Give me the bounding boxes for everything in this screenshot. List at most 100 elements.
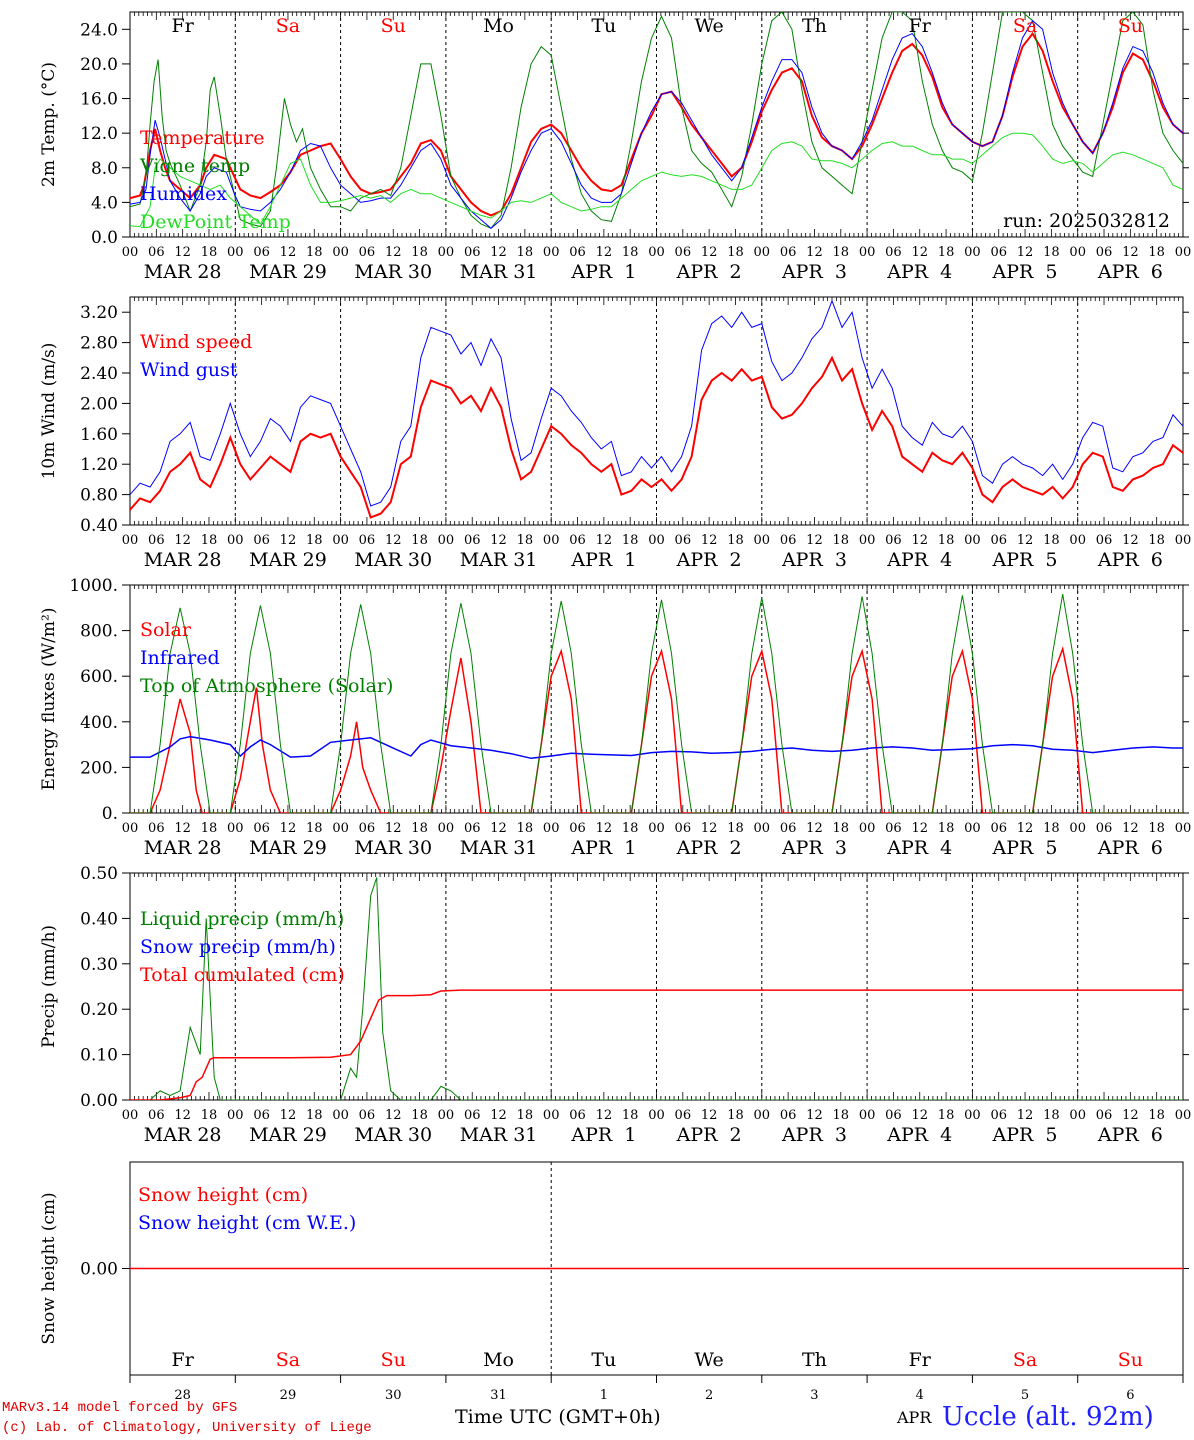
date-label: APR 2 [676,1124,742,1146]
date-label: MAR 30 [354,1124,432,1146]
lab-credit: (c) Lab. of Climatology, University of L… [2,1420,372,1436]
hour-tick-label: 12 [806,245,823,260]
date-label: MAR 29 [249,837,327,859]
hour-tick-label: 00 [227,1108,244,1123]
date-label: APR 6 [1097,261,1163,283]
hour-tick-label: 00 [859,533,876,548]
date-label: APR 5 [992,261,1058,283]
hour-tick-label: 12 [806,1108,823,1123]
hour-tick-label: 18 [517,533,534,548]
hour-tick-label: 12 [174,245,191,260]
hour-tick-label: 12 [806,533,823,548]
y-tick-label: 1000. [69,576,118,596]
hour-tick-label: 00 [754,245,771,260]
hour-tick-label: 00 [332,1108,349,1123]
hour-tick-label: 12 [1017,245,1034,260]
hour-tick-label: 12 [701,533,718,548]
hour-tick-label: 18 [411,821,428,836]
hour-tick-label: 06 [780,1108,797,1123]
date-label: APR 2 [676,549,742,571]
hour-tick-label: 00 [122,533,139,548]
hour-tick-label: 12 [280,533,297,548]
weekday-label: Su [1118,15,1143,37]
y-axis-title: Energy fluxes (W/m²) [39,608,59,791]
hour-tick-label: 18 [727,821,744,836]
hour-tick-label: 12 [490,1108,507,1123]
hour-tick-label: 12 [1017,821,1034,836]
hour-tick-label: 12 [385,245,402,260]
x-minor-ticks [129,297,1184,525]
hour-tick-label: 00 [122,821,139,836]
date-label: MAR 30 [354,549,432,571]
date-label: MAR 31 [460,837,538,859]
hour-tick-label: 18 [938,1108,955,1123]
hour-tick-label: 18 [1148,245,1165,260]
date-label: APR 6 [1097,549,1163,571]
hour-tick-label: 00 [543,1108,560,1123]
y-axis-title: Precip (mm/h) [39,925,59,1048]
hour-tick-label: 06 [675,245,692,260]
hour-tick-label: 06 [148,533,165,548]
legend-entry: Wind gust [140,359,238,381]
hour-tick-label: 18 [306,821,323,836]
y-tick-label: 2.40 [80,364,118,384]
hour-tick-label: 00 [543,533,560,548]
hour-tick-label: 12 [911,821,928,836]
hour-tick-label: 12 [1122,1108,1139,1123]
hour-tick-label: 12 [596,245,613,260]
hour-tick-label: 12 [385,533,402,548]
hour-tick-label: 12 [806,821,823,836]
hour-tick-label: 18 [833,1108,850,1123]
hour-tick-label: 12 [911,1108,928,1123]
hour-tick-label: 18 [306,1108,323,1123]
date-label: MAR 30 [354,837,432,859]
legend-entry: DewPoint Temp [140,211,291,233]
hour-tick-label: 06 [464,245,481,260]
hour-tick-label: 06 [1096,821,1113,836]
date-label: MAR 30 [354,261,432,283]
hour-tick-label: 06 [148,245,165,260]
date-label: APR 4 [886,1124,952,1146]
hour-tick-label: 18 [306,245,323,260]
date-label: MAR 29 [249,1124,327,1146]
series-line [130,594,1183,813]
hour-tick-label: 18 [833,533,850,548]
hour-tick-label: 06 [569,245,586,260]
hour-tick-label: 06 [885,1108,902,1123]
hour-tick-label: 12 [280,245,297,260]
y-tick-label: 12.0 [80,124,118,144]
hour-tick-label: 18 [727,245,744,260]
hour-tick-label: 12 [911,533,928,548]
hour-tick-label: 06 [569,533,586,548]
month-label: APR [897,1408,932,1427]
y-tick-label: 0.80 [80,486,118,506]
hour-tick-label: 00 [1069,1108,1086,1123]
weekday-label: Sa [1013,15,1037,37]
date-label: APR 6 [1097,837,1163,859]
hour-tick-label: 00 [648,821,665,836]
legend-entry: Infrared [140,647,220,669]
hour-tick-label: 18 [1043,821,1060,836]
hour-tick-label: 06 [1096,1108,1113,1123]
series-line [130,877,1183,1100]
run-label: run: 2025032812 [1003,210,1170,232]
date-label: APR 1 [570,1124,636,1146]
hour-tick-label: 00 [754,821,771,836]
x-axis-title: Time UTC (GMT+0h) [455,1406,661,1428]
hour-tick-label: 00 [648,533,665,548]
hour-tick-label: 06 [359,533,376,548]
hour-tick-label: 00 [964,1108,981,1123]
hour-tick-label: 18 [411,245,428,260]
day-number-label: 4 [916,1388,924,1403]
hour-tick-label: 12 [385,1108,402,1123]
series-line [130,12,1183,229]
hour-tick-label: 12 [596,1108,613,1123]
legend-entry: Top of Atmosphere (Solar) [140,675,393,697]
series-line [130,989,1183,1100]
hour-tick-label: 18 [833,821,850,836]
panel-frame [129,11,1184,238]
hour-tick-label: 00 [648,245,665,260]
date-label: MAR 31 [460,1124,538,1146]
y-tick-label: 0.40 [80,516,118,536]
hour-tick-label: 12 [490,245,507,260]
